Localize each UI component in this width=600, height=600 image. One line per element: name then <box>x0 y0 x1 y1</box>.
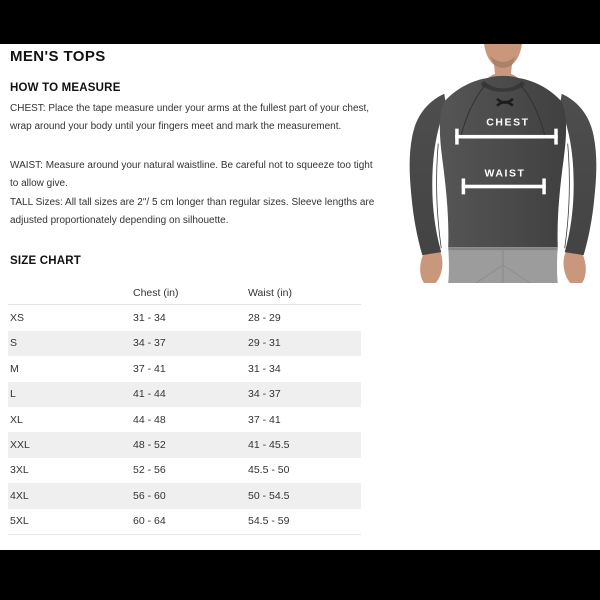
waist-cell: 45.5 - 50 <box>248 464 290 477</box>
chest-cell: 56 - 60 <box>133 489 166 502</box>
shirt-torso <box>439 75 567 248</box>
waist-cell: 34 - 37 <box>248 388 281 401</box>
size-cell: 4XL <box>10 489 29 502</box>
table-row-xxl: XXL 48 - 52 41 - 45.5 <box>8 432 361 458</box>
waist-cell: 41 - 45.5 <box>248 439 290 452</box>
chest-band-label: CHEST <box>486 118 529 129</box>
waist-cell: 29 - 31 <box>248 337 281 350</box>
chest-cell: 60 - 64 <box>133 515 166 528</box>
waist-cell: 28 - 29 <box>248 312 281 325</box>
top-letterbox-bar <box>0 0 600 44</box>
jaw-shadow <box>490 55 516 68</box>
collar <box>481 80 525 92</box>
chest-cell: 44 - 48 <box>133 413 166 426</box>
waist-band-label: WAIST <box>484 168 525 179</box>
how-to-measure-heading: HOW TO MEASURE <box>10 82 121 94</box>
table-header-row: Chest (in) Waist (in) <box>8 282 361 306</box>
table-row-xl: XL 44 - 48 37 - 41 <box>8 406 361 433</box>
chest-cell: 52 - 56 <box>133 464 166 477</box>
shorts-crease-right <box>502 264 531 283</box>
waist-cell: 31 - 34 <box>248 362 281 375</box>
table-row-3xl: 3XL 52 - 56 45.5 - 50 <box>8 457 361 484</box>
table-row-5xl: 5XL 60 - 64 54.5 - 59 <box>8 508 361 534</box>
header-chest-cell: Chest (in) <box>133 287 179 300</box>
waist-cell: 37 - 41 <box>248 413 281 426</box>
size-chart-heading: SIZE CHART <box>10 255 81 267</box>
chest-cell: 37 - 41 <box>133 362 166 375</box>
right-hand <box>563 246 586 283</box>
table-row-l: L 41 - 44 34 - 37 <box>8 381 361 407</box>
size-cell: 5XL <box>10 515 29 528</box>
under-armour-logo-icon <box>496 97 514 107</box>
header-waist-cell: Waist (in) <box>248 287 292 300</box>
tall-sizes-note: TALL Sizes: All tall sizes are 2"/ 5 cm … <box>10 197 375 226</box>
page-title: MEN'S TOPS <box>10 48 106 65</box>
waist-cell: 54.5 - 59 <box>248 515 290 528</box>
size-cell: M <box>10 362 19 375</box>
right-sleeve <box>559 93 597 256</box>
size-cell: L <box>10 388 16 401</box>
waistband-shadow <box>448 247 558 251</box>
chest-cell: 31 - 34 <box>133 312 166 325</box>
neck-skin <box>484 44 522 88</box>
chest-cell: 48 - 52 <box>133 439 166 452</box>
table-row-xs: XS 31 - 34 28 - 29 <box>8 305 361 331</box>
table-row-4xl: 4XL 56 - 60 50 - 54.5 <box>8 483 361 509</box>
waist-band <box>461 178 546 195</box>
table-row-s: S 34 - 37 29 - 31 <box>8 330 361 357</box>
raglan-seam-right <box>519 83 547 140</box>
waist-cell: 50 - 54.5 <box>248 489 290 502</box>
waist-instructions: WAIST: Measure around your natural waist… <box>10 160 373 189</box>
side-seam-right <box>564 143 570 249</box>
size-cell: XL <box>10 413 23 426</box>
size-chart-table: Chest (in) Waist (in) XS 31 - 34 28 - 29… <box>8 282 361 535</box>
chest-cell: 34 - 37 <box>133 337 166 350</box>
table-row-m: M 37 - 41 31 - 34 <box>8 356 361 382</box>
left-hand <box>420 246 443 283</box>
left-sleeve <box>409 93 447 256</box>
chest-cell: 41 - 44 <box>133 388 166 401</box>
chest-band <box>455 128 558 145</box>
shorts-crease-left <box>475 264 504 283</box>
size-cell: 3XL <box>10 464 29 477</box>
size-cell: XS <box>10 312 25 325</box>
side-seam-left <box>436 143 442 249</box>
size-cell: S <box>10 337 18 350</box>
chest-instructions: CHEST: Place the tape measure under your… <box>10 103 370 132</box>
bottom-letterbox-bar <box>0 550 600 600</box>
model-photo: CHEST WAIST <box>409 44 597 283</box>
raglan-seam-left <box>459 83 487 140</box>
size-cell: XXL <box>10 439 30 452</box>
